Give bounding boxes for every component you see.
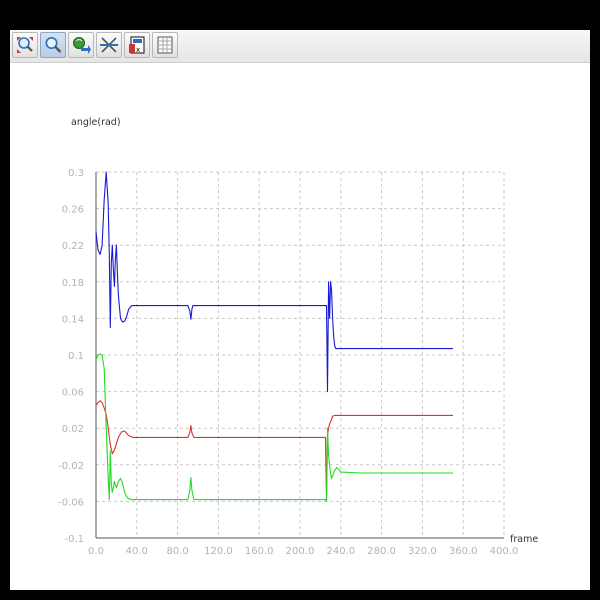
x-axis-label: frame — [510, 534, 538, 545]
zoom-fit-button[interactable] — [12, 32, 38, 58]
y-tick-label: 0.1 — [68, 351, 84, 362]
chart-window: x 0.0 40.0 80.0 120.0 160.0 200.0 240.0 280.0 32… — [10, 30, 590, 590]
x-tick-label: 240.0 — [326, 546, 355, 557]
tick-labels: 0.0 40.0 80.0 120.0 160.0 200.0 240.0 280.0 320.… — [58, 168, 518, 557]
save-button[interactable]: x — [124, 32, 150, 58]
x-tick-label: 160.0 — [245, 546, 274, 557]
save-icon: x — [129, 36, 145, 54]
x-tick-label: 200.0 — [286, 546, 315, 557]
x-tick-label: 40.0 — [126, 546, 148, 557]
y-tick-label: 0.18 — [62, 278, 84, 289]
y-tick-label: 0.14 — [62, 314, 84, 325]
x-tick-label: 360.0 — [449, 546, 478, 557]
y-tick-label: 0.22 — [62, 241, 84, 252]
zoom-icon — [45, 36, 62, 53]
x-tick-label: 80.0 — [166, 546, 188, 557]
grid-icon — [157, 36, 173, 54]
pan-button[interactable] — [68, 32, 94, 58]
zoom-fit-icon — [17, 37, 33, 53]
x-tick-label: 400.0 — [490, 546, 519, 557]
series-lines — [95, 171, 453, 502]
zoom-button[interactable] — [40, 32, 66, 58]
chart-grid — [96, 171, 505, 538]
split-button[interactable] — [96, 32, 122, 58]
split-icon — [100, 37, 118, 53]
y-axis-label: angle(rad) — [71, 117, 121, 128]
series-line-2 — [95, 400, 453, 502]
y-tick-label: -0.06 — [58, 497, 84, 508]
series-line-3 — [95, 353, 453, 502]
pan-icon — [73, 37, 91, 54]
svg-text:x: x — [136, 46, 140, 54]
x-tick-label: 0.0 — [88, 546, 104, 557]
grid-button[interactable] — [152, 32, 178, 58]
y-tick-label: 0.26 — [62, 205, 84, 216]
x-tick-label: 320.0 — [408, 546, 437, 557]
y-tick-label: -0.02 — [58, 461, 84, 472]
y-tick-label: 0.02 — [62, 424, 84, 435]
y-tick-label: 0.3 — [68, 168, 84, 179]
toolbar: x — [10, 30, 590, 63]
series-line-1 — [95, 171, 453, 393]
x-tick-label: 120.0 — [204, 546, 233, 557]
y-tick-label: 0.06 — [62, 388, 84, 399]
x-tick-label: 280.0 — [367, 546, 396, 557]
line-chart: 0.0 40.0 80.0 120.0 160.0 200.0 240.0 280.0 320.… — [58, 117, 538, 557]
y-tick-label: -0.1 — [64, 534, 84, 545]
